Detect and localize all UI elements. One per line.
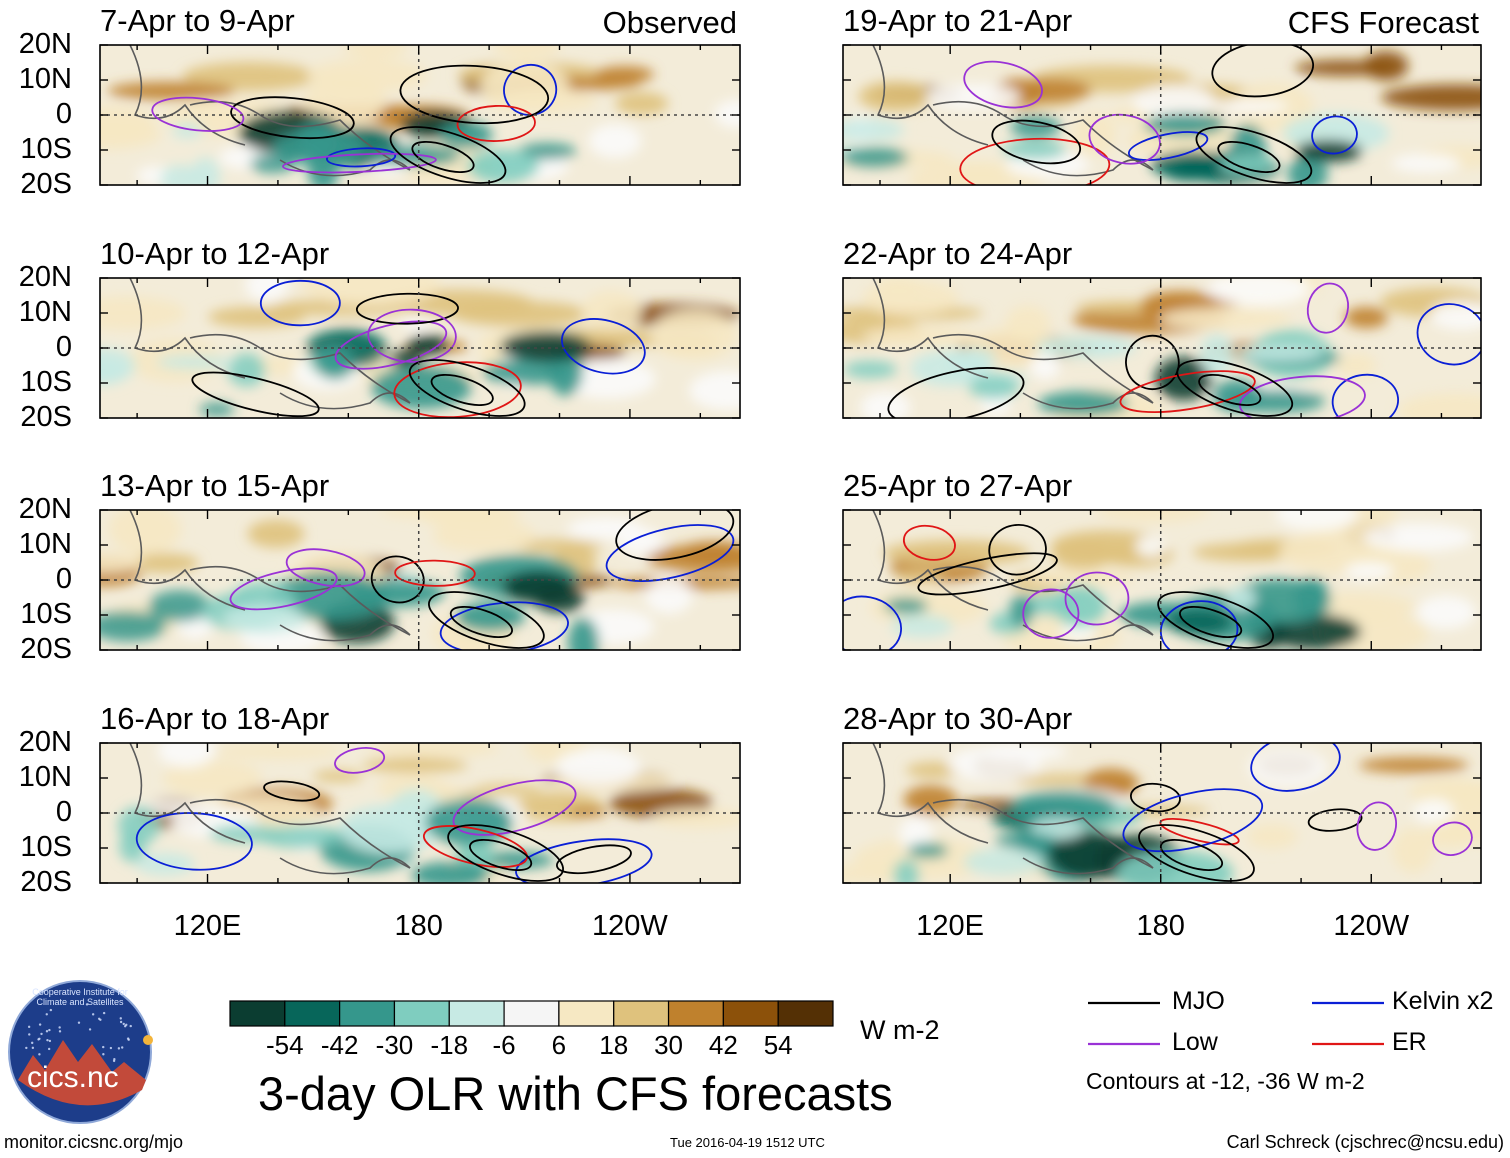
coastlines xyxy=(129,278,411,410)
lat-label: 20S xyxy=(20,866,72,898)
colorbar-swatch xyxy=(777,1000,834,1027)
lat-label: 20N xyxy=(18,28,72,60)
lat-label: 0 xyxy=(55,98,72,130)
filter-contours xyxy=(843,524,1274,650)
lon-label: 120W xyxy=(1333,910,1410,942)
lat-label: 10S xyxy=(20,366,72,398)
colorbar-unit: W m-2 xyxy=(860,1015,940,1045)
colorbar-swatch xyxy=(448,1000,505,1027)
legend-label: MJO xyxy=(1172,987,1225,1015)
panel-title: 19-Apr to 21-Apr xyxy=(843,3,1073,38)
lat-label: 20N xyxy=(18,726,72,758)
cics-logo xyxy=(8,980,153,1124)
panel-3 xyxy=(99,509,741,651)
colorbar-swatch xyxy=(284,1000,341,1027)
footer-right: Carl Schreck (cjschrec@ncsu.edu) xyxy=(1226,1132,1504,1152)
footer-left: monitor.cicsnc.org/mjo xyxy=(4,1132,184,1152)
lon-label: 180 xyxy=(1136,910,1185,942)
panel-1 xyxy=(99,44,741,186)
lon-label: 120W xyxy=(592,910,668,942)
legend-note: Contours at -12, -36 W m-2 xyxy=(1086,1068,1365,1094)
lat-label: 20N xyxy=(18,493,72,525)
colorbar-tick-label: -42 xyxy=(320,1030,359,1060)
logo-mountains xyxy=(18,1040,146,1106)
lat-label: 20S xyxy=(20,401,72,433)
panel-title: 28-Apr to 30-Apr xyxy=(843,701,1073,736)
lat-label: 10N xyxy=(18,296,72,328)
logo-ring-text: Cooperative Institute for Climate and Sa… xyxy=(32,987,128,1007)
panel-title: 10-Apr to 12-Apr xyxy=(100,236,330,271)
panel-6 xyxy=(842,277,1482,419)
filter-contours xyxy=(959,45,1358,185)
colorbar-tick-label: 30 xyxy=(654,1030,683,1060)
colorbar-tick-label: -54 xyxy=(266,1030,304,1060)
colorbar-tick-label: -18 xyxy=(430,1030,469,1060)
lat-label: 0 xyxy=(55,796,72,828)
coastlines xyxy=(129,510,411,642)
colorbar-swatch xyxy=(667,1000,724,1027)
colorbar-tick-label: 6 xyxy=(551,1030,567,1060)
lat-label: 20N xyxy=(18,261,72,293)
lon-label: 120E xyxy=(916,910,985,942)
lat-label: 20S xyxy=(20,168,72,200)
logo-text: cics.nc xyxy=(27,1061,119,1094)
panel-5 xyxy=(842,44,1482,186)
coastlines xyxy=(872,45,1154,177)
olr-anomaly-field xyxy=(100,510,740,650)
lat-label: 20S xyxy=(20,633,72,665)
lat-label: 10S xyxy=(20,133,72,165)
colorbar xyxy=(229,1000,834,1027)
panel-title: 16-Apr to 18-Apr xyxy=(100,701,330,736)
panel-title: 22-Apr to 24-Apr xyxy=(843,236,1073,271)
olr-anomaly-field xyxy=(843,51,1481,185)
colorbar-tick-label: -6 xyxy=(492,1030,516,1060)
coastlines xyxy=(872,278,1154,410)
main-title: 3-day OLR with CFS forecasts xyxy=(258,1067,893,1120)
panel-7 xyxy=(842,509,1482,651)
logo-sun xyxy=(143,1035,153,1045)
lat-label: 10S xyxy=(20,598,72,630)
panel-4 xyxy=(99,742,741,884)
lat-label: 10S xyxy=(20,831,72,863)
filter-contours xyxy=(229,510,735,650)
colorbar-swatch xyxy=(503,1000,560,1027)
colorbar-tick-label: 54 xyxy=(763,1030,793,1060)
footer-center: Tue 2016-04-19 1512 UTC xyxy=(670,1135,825,1150)
lat-label: 10N xyxy=(18,761,72,793)
lat-label: 10N xyxy=(18,528,72,560)
colorbar-swatch xyxy=(722,1000,779,1027)
panel-title: 7-Apr to 9-Apr xyxy=(100,3,295,38)
coastlines xyxy=(872,743,1154,875)
lon-label: 120E xyxy=(173,910,242,942)
legend-label: Kelvin x2 xyxy=(1392,987,1494,1015)
colorbar-tick-label: 42 xyxy=(708,1030,738,1060)
lat-label: 0 xyxy=(55,331,72,363)
colorbar-swatch xyxy=(393,1000,450,1027)
panel-title: 13-Apr to 15-Apr xyxy=(100,468,330,503)
panel-tag: Observed xyxy=(602,5,737,40)
lon-label: 180 xyxy=(394,910,443,942)
panels-layer xyxy=(99,44,1482,884)
panel-8 xyxy=(842,742,1482,884)
lat-label: 0 xyxy=(55,563,72,595)
colorbar-swatch xyxy=(229,1000,286,1027)
filter-contours xyxy=(135,746,653,883)
lat-label: 10N xyxy=(18,63,72,95)
panel-title: 25-Apr to 27-Apr xyxy=(843,468,1073,503)
legend xyxy=(1088,1001,1384,1046)
colorbar-swatch xyxy=(558,1000,615,1027)
colorbar-swatch xyxy=(613,1000,670,1027)
filter-contours xyxy=(151,63,558,184)
colorbar-tick-label: 18 xyxy=(599,1030,629,1060)
panel-tag: CFS Forecast xyxy=(1287,5,1479,40)
colorbar-swatch xyxy=(339,1000,396,1027)
panel-2 xyxy=(99,277,741,419)
legend-label: ER xyxy=(1392,1028,1427,1056)
legend-label: Low xyxy=(1172,1028,1218,1056)
filter-contours xyxy=(191,279,646,418)
filter-contours xyxy=(887,282,1481,418)
colorbar-tick-label: -30 xyxy=(375,1030,414,1060)
